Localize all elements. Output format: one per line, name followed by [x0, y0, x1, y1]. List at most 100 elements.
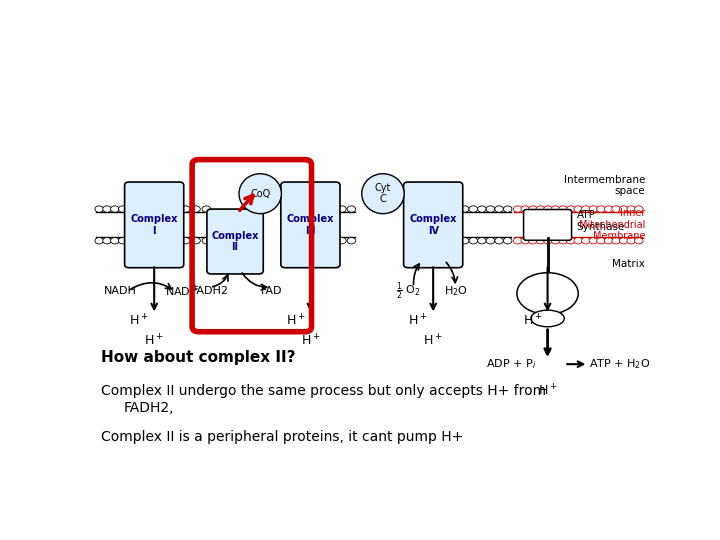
Ellipse shape — [361, 174, 404, 214]
Circle shape — [495, 238, 503, 244]
Circle shape — [495, 206, 503, 212]
Circle shape — [103, 238, 112, 244]
Circle shape — [486, 206, 495, 212]
Circle shape — [582, 206, 590, 212]
Circle shape — [111, 206, 119, 212]
Text: Inner
Mitochondrial
Membrane: Inner Mitochondrial Membrane — [579, 208, 645, 241]
Circle shape — [347, 238, 356, 244]
Circle shape — [202, 238, 211, 244]
Text: H$^+$: H$^+$ — [523, 313, 542, 328]
Circle shape — [503, 206, 512, 212]
Circle shape — [634, 206, 643, 212]
Circle shape — [118, 206, 127, 212]
Ellipse shape — [531, 310, 564, 327]
Circle shape — [627, 206, 636, 212]
Text: Complex II undergo the same process but only accepts H+ from: Complex II undergo the same process but … — [101, 384, 546, 398]
Ellipse shape — [517, 273, 578, 314]
Text: How about complex II?: How about complex II? — [101, 350, 296, 366]
Circle shape — [589, 238, 598, 244]
Circle shape — [192, 238, 200, 244]
Circle shape — [513, 238, 522, 244]
Circle shape — [582, 238, 590, 244]
Text: $\frac{1}{2}$ O$_2$: $\frac{1}{2}$ O$_2$ — [395, 281, 420, 302]
Circle shape — [192, 206, 200, 212]
Text: H$^+$: H$^+$ — [538, 383, 557, 399]
Text: FADH2: FADH2 — [192, 286, 228, 296]
Text: H$^+$: H$^+$ — [145, 334, 164, 349]
Circle shape — [612, 206, 621, 212]
Text: ATP
Synthase: ATP Synthase — [577, 210, 625, 232]
Circle shape — [202, 206, 211, 212]
Circle shape — [95, 206, 104, 212]
Circle shape — [589, 206, 598, 212]
Text: Complex
II: Complex II — [212, 231, 258, 252]
Text: NADH: NADH — [104, 286, 137, 296]
Text: Complex
III: Complex III — [287, 214, 334, 235]
Text: H$^+$: H$^+$ — [423, 334, 443, 349]
Circle shape — [181, 206, 190, 212]
Text: FADH2,: FADH2, — [124, 401, 174, 415]
Circle shape — [634, 238, 643, 244]
Circle shape — [528, 206, 537, 212]
Text: Complex
I: Complex I — [130, 214, 178, 235]
Circle shape — [460, 206, 469, 212]
Circle shape — [469, 238, 477, 244]
Circle shape — [477, 238, 486, 244]
Circle shape — [559, 206, 567, 212]
Circle shape — [521, 238, 529, 244]
Circle shape — [536, 206, 544, 212]
Circle shape — [460, 238, 469, 244]
Circle shape — [503, 238, 512, 244]
Text: Intermembrane
space: Intermembrane space — [564, 174, 645, 196]
FancyBboxPatch shape — [404, 182, 463, 268]
Circle shape — [627, 238, 636, 244]
FancyBboxPatch shape — [281, 182, 340, 268]
Circle shape — [338, 238, 346, 244]
Text: H$^+$: H$^+$ — [408, 313, 428, 328]
Circle shape — [338, 206, 346, 212]
Ellipse shape — [239, 174, 282, 214]
Circle shape — [103, 206, 112, 212]
Circle shape — [347, 206, 356, 212]
Circle shape — [469, 206, 477, 212]
Circle shape — [574, 238, 582, 244]
Circle shape — [574, 206, 582, 212]
FancyBboxPatch shape — [207, 209, 264, 274]
Circle shape — [513, 206, 522, 212]
FancyBboxPatch shape — [523, 210, 572, 240]
Circle shape — [477, 206, 486, 212]
Circle shape — [536, 238, 544, 244]
Text: H$_2$O: H$_2$O — [444, 285, 467, 298]
Circle shape — [544, 206, 552, 212]
Circle shape — [521, 206, 529, 212]
Circle shape — [604, 206, 613, 212]
Text: ATP + H$_2$O: ATP + H$_2$O — [590, 357, 651, 371]
Text: H$^+$: H$^+$ — [130, 313, 149, 328]
Circle shape — [544, 238, 552, 244]
Text: Cyt
C: Cyt C — [375, 183, 391, 205]
Text: FAD: FAD — [261, 286, 282, 296]
Circle shape — [118, 238, 127, 244]
FancyBboxPatch shape — [125, 182, 184, 268]
Text: CoQ: CoQ — [250, 188, 270, 199]
Text: Matrix: Matrix — [612, 259, 645, 269]
Circle shape — [486, 238, 495, 244]
Text: Complex
IV: Complex IV — [410, 214, 457, 235]
Text: NAD$^+$: NAD$^+$ — [165, 284, 199, 299]
Circle shape — [597, 238, 606, 244]
Text: Complex II is a peripheral proteins, it cant pump H+: Complex II is a peripheral proteins, it … — [101, 430, 464, 444]
Circle shape — [567, 206, 575, 212]
Circle shape — [181, 238, 190, 244]
Text: ADP + P$_i$: ADP + P$_i$ — [486, 357, 536, 371]
Circle shape — [604, 238, 613, 244]
Circle shape — [612, 238, 621, 244]
Circle shape — [559, 238, 567, 244]
Circle shape — [619, 238, 628, 244]
Circle shape — [597, 206, 606, 212]
Circle shape — [528, 238, 537, 244]
Circle shape — [567, 238, 575, 244]
Text: H$^+$: H$^+$ — [301, 334, 320, 349]
Circle shape — [111, 238, 119, 244]
Text: H$^+$: H$^+$ — [286, 313, 305, 328]
Circle shape — [619, 206, 628, 212]
